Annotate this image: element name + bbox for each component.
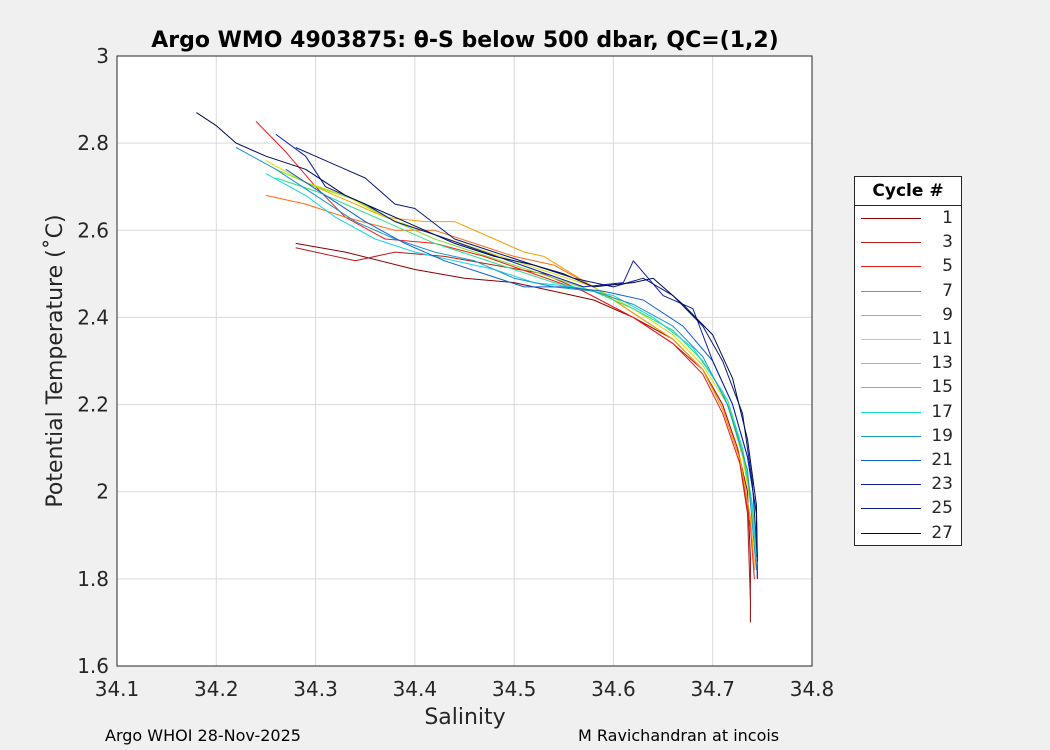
legend-label: 23 [931,474,953,495]
legend-swatch [861,532,921,534]
legend-label: 7 [942,280,953,301]
legend-swatch [861,242,921,244]
y-tick-label: 2.8 [77,131,109,155]
legend-item-cycle-13: 13 [855,352,961,376]
legend-label: 21 [931,450,953,470]
legend-item-cycle-27: 27 [855,522,961,546]
x-tick-label: 34.4 [393,677,438,701]
chart-title: Argo WMO 4903875: θ-S below 500 dbar, QC… [151,28,779,53]
plot-frame [116,55,813,667]
footer-right-credit: M Ravichandran at incois [578,726,780,745]
legend-label: 25 [931,498,953,519]
x-tick-label: 34.2 [194,677,239,701]
legend-swatch [861,266,921,268]
legend-label: 11 [931,329,953,349]
legend-item-cycle-11: 11 [855,328,961,352]
legend-swatch [861,508,921,510]
legend-item-cycle-7: 7 [855,280,961,304]
legend-swatch [861,314,921,316]
legend-swatch [861,339,921,340]
legend-label: 5 [942,256,953,277]
legend-item-cycle-23: 23 [855,473,961,497]
legend-swatch [861,387,921,389]
y-tick-label: 2.6 [77,218,109,242]
y-tick-label: 2.4 [77,305,109,329]
legend-swatch [861,460,921,461]
x-tick-label: 34.7 [690,677,735,701]
legend-label: 3 [942,232,953,253]
series-line-cycle-5 [255,121,755,579]
legend-label: 13 [931,353,953,374]
y-tick-label: 3 [96,44,109,68]
legend-item-cycle-19: 19 [855,425,961,449]
legend-label: 19 [931,425,953,446]
series-line-cycle-9 [305,181,755,566]
legend-item-cycle-1: 1 [855,207,961,231]
legend-swatch [861,218,921,219]
legend-label: 15 [931,377,953,398]
legend-swatch [861,435,921,437]
x-tick-label: 34.3 [293,677,338,701]
legend-item-cycle-21: 21 [855,449,961,473]
legend-item-cycle-15: 15 [855,376,961,400]
x-axis-label: Salinity [424,705,505,730]
footer-left-credit: Argo WHOI 28-Nov-2025 [105,726,301,745]
y-tick-label: 1.8 [77,567,109,591]
plot-area [117,56,812,666]
series-layer [196,112,758,623]
legend-swatch [861,411,921,413]
x-tick-label: 34.6 [591,677,636,701]
y-tick-label: 2.2 [77,393,109,417]
legend-label: 9 [942,304,953,325]
legend-item-cycle-25: 25 [855,497,961,521]
legend-label: 1 [942,208,953,228]
x-tick-label: 34.5 [492,677,537,701]
y-axis-label: Potential Temperature (˚C) [43,214,68,507]
legend-item-cycle-3: 3 [855,231,961,255]
legend-swatch [861,363,921,365]
legend-swatch [861,290,921,292]
legend-item-cycle-5: 5 [855,255,961,279]
y-tick-label: 1.6 [77,654,109,678]
legend: Cycle # 1 3 5 7 9 11 13 15 17 19 21 23 25 27 [854,176,962,546]
legend-item-cycle-17: 17 [855,401,961,425]
x-tick-label: 34.8 [790,677,835,701]
legend-label: 27 [931,522,953,543]
legend-swatch [861,484,921,486]
x-tick-label: 34.1 [95,677,140,701]
series-line-cycle-27 [196,112,758,562]
legend-title: Cycle # [855,177,961,206]
y-tick-label: 2 [96,480,109,504]
legend-label: 17 [931,401,953,422]
tick-labels: 34.1 34.2 34.3 34.4 34.5 34.6 34.7 34.8 1.6 1.8 2 2… [77,44,834,701]
legend-item-cycle-9: 9 [855,304,961,328]
series-line-cycle-19 [235,147,757,571]
